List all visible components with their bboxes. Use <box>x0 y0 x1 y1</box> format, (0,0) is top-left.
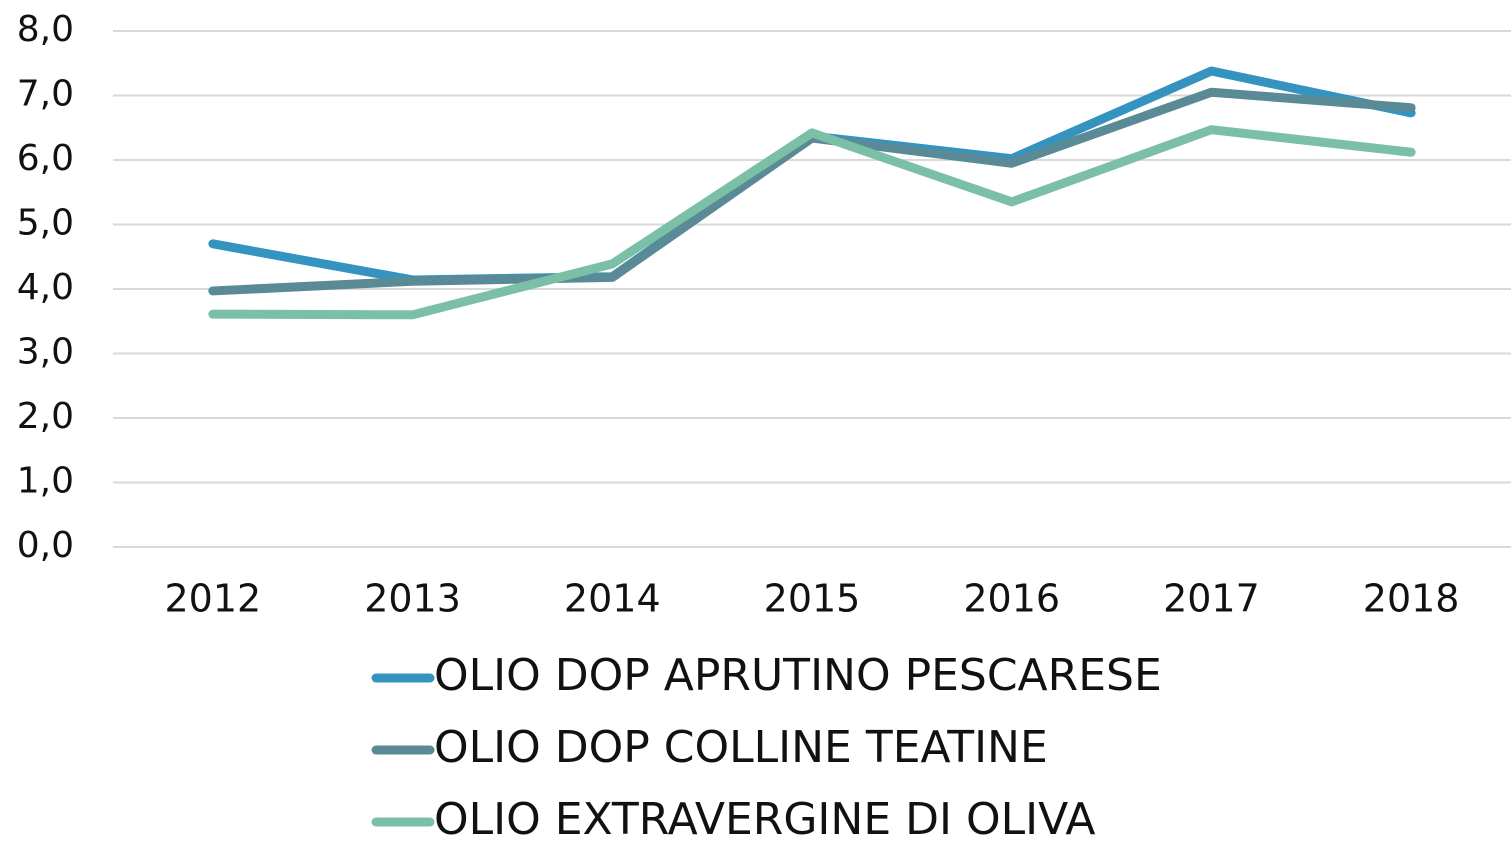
series-line <box>208 87 1416 296</box>
y-tick-label: 3,0 <box>17 332 74 373</box>
y-tick-label: 7,0 <box>17 74 74 115</box>
x-tick-label: 2014 <box>564 577 661 621</box>
x-tick-label: 2015 <box>764 577 861 621</box>
x-tick-label: 2017 <box>1163 577 1260 621</box>
legend-label: OLIO EXTRAVERGINE DI OLIVA <box>434 794 1095 843</box>
y-tick-label: 1,0 <box>17 461 74 502</box>
y-tick-label: 4,0 <box>17 267 74 308</box>
legend-label: OLIO DOP APRUTINO PESCARESE <box>434 650 1162 701</box>
y-tick-label: 2,0 <box>17 396 74 437</box>
series-line <box>208 66 1416 285</box>
y-tick-label: 8,0 <box>17 9 74 50</box>
series-line <box>208 125 1416 320</box>
y-tick-label: 6,0 <box>17 138 74 179</box>
y-tick-label: 5,0 <box>17 203 74 244</box>
legend-label: OLIO DOP COLLINE TEATINE <box>434 722 1048 773</box>
x-tick-label: 2016 <box>963 577 1060 621</box>
x-tick-label: 2012 <box>164 577 261 621</box>
y-tick-label: 0,0 <box>17 525 74 566</box>
x-tick-label: 2018 <box>1363 577 1460 621</box>
x-tick-label: 2013 <box>364 577 461 621</box>
